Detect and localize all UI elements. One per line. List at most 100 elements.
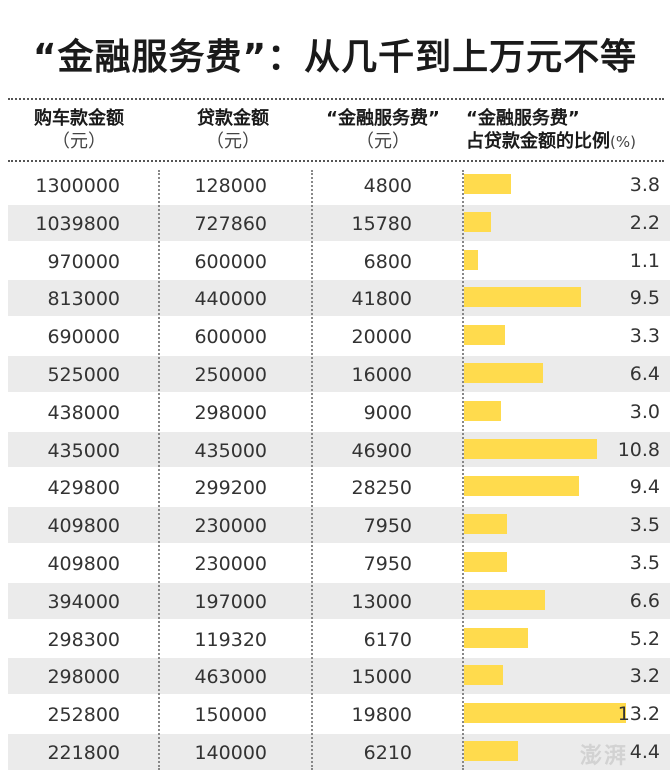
loan-cell: 299200 (194, 477, 267, 500)
ratio-bar (464, 665, 504, 686)
loan-cell: 727860 (194, 212, 267, 235)
fee-cell: 20000 (351, 326, 412, 349)
ratio-bar (464, 514, 507, 535)
ratio-value: 6.4 (629, 362, 660, 385)
row-shading (8, 204, 670, 241)
column-header-car-price: 购车款金额 （元） (14, 107, 144, 153)
table-row: 429800 299200 28250 9.4 (0, 468, 670, 506)
car-price-cell: 221800 (47, 741, 120, 764)
fee-cell: 13000 (351, 590, 412, 613)
page-title: “金融服务费”：从几千到上万元不等 (32, 37, 638, 78)
ratio-bar (464, 400, 501, 421)
loan-cell: 298000 (194, 401, 267, 424)
ratio-bar (464, 249, 478, 270)
header-top-divider (8, 98, 664, 100)
fee-cell: 6170 (363, 628, 412, 651)
row-shading (8, 658, 670, 695)
loan-cell: 440000 (194, 288, 267, 311)
column-header-loan-label: 贷款金额 (197, 108, 269, 129)
table-row: 438000 298000 9000 3.0 (0, 393, 670, 431)
column-divider (462, 170, 464, 770)
fee-cell: 19800 (351, 704, 412, 727)
car-price-cell: 1039800 (35, 212, 120, 235)
loan-cell: 435000 (194, 439, 267, 462)
ratio-value: 10.8 (617, 438, 660, 461)
loan-cell: 230000 (194, 515, 267, 538)
ratio-value: 2.2 (629, 211, 660, 234)
column-header-fee: “金融服务费” （元） (318, 107, 448, 153)
table-row: 298000 463000 15000 3.2 (0, 657, 670, 695)
table-row: 221800 140000 6210 4.4 (0, 733, 670, 771)
column-header-ratio-unit: (%) (610, 133, 636, 151)
car-price-cell: 409800 (47, 552, 120, 575)
car-price-cell: 690000 (47, 326, 120, 349)
table-row: 394000 197000 13000 6.6 (0, 582, 670, 620)
fee-cell: 9000 (363, 401, 412, 424)
table-row: 435000 435000 46900 10.8 (0, 431, 670, 469)
ratio-bar (464, 589, 545, 610)
ratio-bar (464, 211, 491, 232)
column-header-fee-unit: （元） (356, 131, 410, 152)
ratio-value: 3.8 (629, 174, 660, 196)
loan-cell: 119320 (194, 628, 267, 651)
table-row: 298300 119320 6170 5.2 (0, 620, 670, 658)
ratio-value: 9.4 (629, 476, 660, 499)
car-price-cell: 409800 (47, 515, 120, 538)
table-row: 813000 440000 41800 9.5 (0, 279, 670, 317)
fee-cell: 41800 (351, 288, 412, 311)
table-row: 409800 230000 7950 3.5 (0, 544, 670, 582)
column-header-loan: 贷款金额 （元） (168, 107, 298, 153)
ratio-value: 3.3 (629, 325, 660, 348)
loan-cell: 150000 (194, 704, 267, 727)
loan-cell: 197000 (194, 590, 267, 613)
table-row: 690000 600000 20000 3.3 (0, 317, 670, 355)
column-header-ratio-sublabel: 占贷款金额的比例(%) (466, 130, 670, 154)
car-price-cell: 970000 (47, 250, 120, 273)
fee-cell: 16000 (351, 363, 412, 386)
table-row: 1039800 727860 15780 2.2 (0, 204, 670, 242)
table-row: 970000 600000 6800 1.1 (0, 242, 670, 280)
watermark-logo: 澎湃 (580, 744, 629, 769)
car-price-cell: 1300000 (35, 175, 120, 197)
ratio-bar (464, 325, 505, 346)
car-price-cell: 438000 (47, 401, 120, 424)
column-header-ratio: “金融服务费” 占贷款金额的比例(%) (466, 107, 670, 154)
car-price-cell: 435000 (47, 439, 120, 462)
car-price-cell: 429800 (47, 477, 120, 500)
column-header-car-price-unit: （元） (52, 131, 106, 152)
loan-cell: 600000 (194, 250, 267, 273)
header-bottom-divider (8, 160, 664, 162)
ratio-bar (464, 287, 581, 308)
loan-cell: 128000 (194, 175, 267, 197)
row-shading (8, 507, 670, 543)
column-header-fee-label: “金融服务费” (326, 108, 440, 129)
loan-cell: 250000 (194, 363, 267, 386)
ratio-bar (464, 740, 518, 761)
column-divider (311, 170, 313, 770)
ratio-bar (464, 174, 511, 194)
car-price-cell: 813000 (47, 288, 120, 311)
ratio-bar (464, 362, 543, 383)
car-price-cell: 525000 (47, 363, 120, 386)
fee-cell: 7950 (363, 515, 412, 538)
table-row: 409800 230000 7950 3.5 (0, 506, 670, 544)
ratio-value: 4.4 (629, 740, 660, 763)
fee-cell: 4800 (363, 175, 412, 197)
fee-cell: 46900 (351, 439, 412, 462)
row-shading (8, 582, 670, 619)
loan-cell: 140000 (194, 741, 267, 764)
ratio-value: 1.1 (629, 249, 660, 272)
ratio-value: 6.6 (629, 589, 660, 612)
row-shading (8, 355, 670, 392)
ratio-value: 3.5 (629, 551, 660, 574)
column-header-ratio-text: 占贷款金额的比例 (466, 131, 610, 152)
ratio-value: 3.2 (629, 665, 660, 688)
fee-cell: 6210 (363, 741, 412, 764)
fee-cell: 6800 (363, 250, 412, 273)
ratio-bar (464, 438, 597, 459)
car-price-cell: 394000 (47, 590, 120, 613)
ratio-value: 9.5 (629, 287, 660, 310)
ratio-bar (464, 551, 507, 572)
fee-cell: 28250 (351, 477, 412, 500)
fee-cell: 7950 (363, 552, 412, 575)
